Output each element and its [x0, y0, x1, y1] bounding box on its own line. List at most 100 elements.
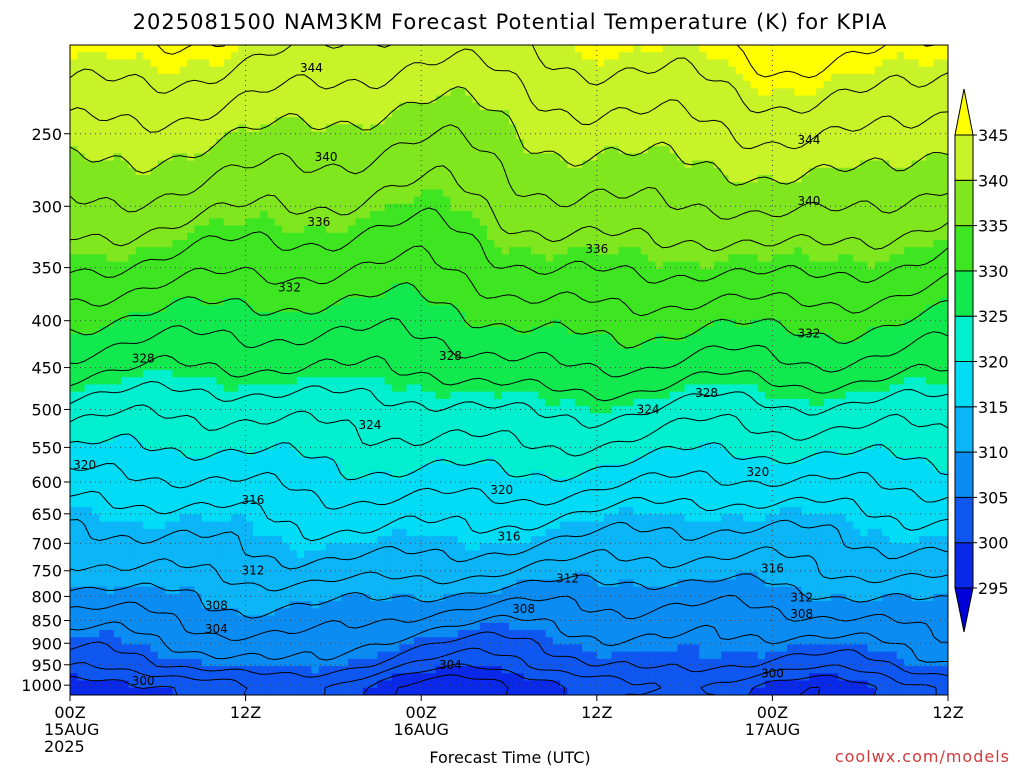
theta-cell — [589, 73, 598, 82]
theta-cell — [252, 261, 261, 270]
theta-cell — [487, 312, 495, 321]
theta-cell — [172, 326, 181, 335]
theta-cell — [77, 261, 86, 270]
theta-cell — [238, 305, 247, 313]
theta-cell — [128, 66, 137, 75]
theta-cell — [626, 102, 634, 111]
theta-cell — [179, 160, 188, 169]
theta-cell — [662, 52, 671, 61]
theta-cell — [348, 254, 356, 263]
theta-cell — [391, 211, 400, 219]
theta-cell — [530, 124, 539, 133]
theta-cell — [157, 211, 166, 219]
theta-cell — [545, 117, 554, 126]
theta-cell — [516, 283, 525, 292]
theta-cell — [582, 59, 591, 68]
theta-cell — [399, 341, 408, 349]
theta-cell — [84, 290, 93, 299]
theta-cell — [150, 240, 159, 248]
theta-cell — [450, 95, 459, 104]
theta-cell — [428, 232, 437, 241]
theta-cell — [406, 117, 415, 126]
theta-cell — [465, 66, 474, 75]
theta-cell — [567, 283, 576, 292]
theta-cell — [413, 268, 422, 277]
theta-cell — [787, 160, 795, 169]
theta-cell — [209, 276, 217, 284]
theta-cell — [545, 175, 554, 183]
theta-cell — [91, 312, 100, 321]
theta-cell — [640, 175, 649, 183]
theta-cell — [684, 211, 693, 219]
theta-cell — [172, 196, 181, 205]
theta-cell — [128, 305, 137, 313]
theta-cell — [560, 211, 569, 219]
theta-cell — [691, 153, 700, 162]
theta-cell — [391, 45, 400, 53]
theta-cell — [896, 88, 905, 97]
theta-cell — [165, 196, 174, 205]
theta-cell — [933, 66, 942, 75]
theta-cell — [209, 333, 217, 342]
theta-cell — [274, 341, 283, 349]
theta-cell — [779, 247, 788, 256]
theta-cell — [684, 95, 693, 104]
theta-cell — [882, 189, 891, 198]
theta-cell — [640, 124, 649, 133]
theta-cell — [479, 333, 488, 342]
theta-cell — [501, 333, 510, 342]
theta-cell — [509, 333, 517, 342]
theta-cell — [633, 175, 642, 183]
theta-cell — [560, 138, 569, 147]
theta-cell — [216, 254, 225, 263]
theta-cell — [99, 247, 108, 256]
theta-cell — [933, 283, 942, 292]
theta-cell — [472, 81, 481, 89]
theta-cell — [574, 124, 583, 133]
theta-cell — [238, 326, 247, 335]
theta-cell — [450, 138, 459, 147]
theta-cell — [743, 160, 752, 169]
theta-cell — [523, 45, 532, 53]
theta-cell — [904, 240, 913, 248]
theta-cell — [889, 138, 898, 147]
theta-cell — [823, 290, 832, 299]
theta-cell — [121, 146, 130, 154]
theta-cell — [494, 102, 503, 111]
theta-cell — [501, 247, 510, 256]
theta-cell — [362, 117, 371, 126]
theta-cell — [457, 341, 466, 349]
theta-cell — [933, 167, 942, 176]
theta-cell — [640, 45, 649, 53]
theta-cell — [391, 117, 400, 126]
theta-cell — [523, 66, 532, 75]
theta-cell — [904, 305, 913, 313]
theta-cell — [889, 124, 898, 133]
theta-cell — [450, 196, 459, 205]
theta-cell — [450, 254, 459, 263]
theta-cell — [721, 297, 730, 306]
theta-cell — [355, 45, 364, 53]
theta-cell — [289, 138, 298, 147]
theta-cell — [289, 52, 298, 61]
theta-cell — [772, 146, 781, 154]
theta-cell — [713, 290, 722, 299]
theta-cell — [399, 203, 408, 212]
theta-cell — [128, 124, 137, 133]
theta-cell — [501, 88, 510, 97]
theta-cell — [582, 124, 591, 133]
theta-cell — [648, 73, 656, 82]
theta-cell — [874, 189, 883, 198]
theta-cell — [362, 297, 371, 306]
theta-cell — [362, 73, 371, 82]
theta-cell — [428, 59, 437, 68]
theta-cell — [538, 240, 547, 248]
theta-cell — [487, 45, 495, 53]
theta-cell — [143, 182, 152, 191]
theta-cell — [816, 95, 825, 104]
theta-cell — [633, 52, 642, 61]
theta-cell — [633, 211, 642, 219]
theta-cell — [187, 182, 195, 191]
theta-cell — [523, 102, 532, 111]
theta-cell — [384, 203, 393, 212]
